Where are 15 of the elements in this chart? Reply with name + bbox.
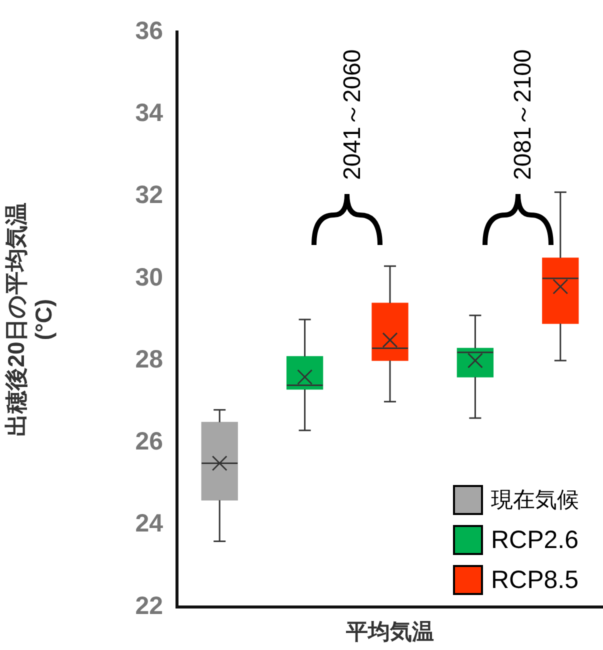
y-tick-label: 34: [135, 99, 164, 128]
annotation: 2081～2100: [509, 49, 536, 180]
y-tick-label: 30: [135, 263, 163, 292]
y-tick-label: 28: [135, 345, 164, 374]
y-axis-title: 出穂後20日の平均気温 (°C): [3, 202, 57, 436]
y-tick-label: 32: [135, 181, 163, 210]
legend-label: RCP8.5: [491, 566, 579, 594]
annotation: 2041～2060: [339, 49, 366, 180]
y-tick-label: 22: [135, 592, 163, 620]
y-tick-label: 36: [135, 16, 163, 45]
legend-label: 現在気候: [491, 487, 579, 512]
x-axis-title: 平均気温: [345, 618, 434, 644]
legend-label: RCP2.6: [491, 526, 579, 554]
y-tick-label: 24: [135, 510, 164, 538]
y-tick-label: 26: [135, 428, 163, 456]
